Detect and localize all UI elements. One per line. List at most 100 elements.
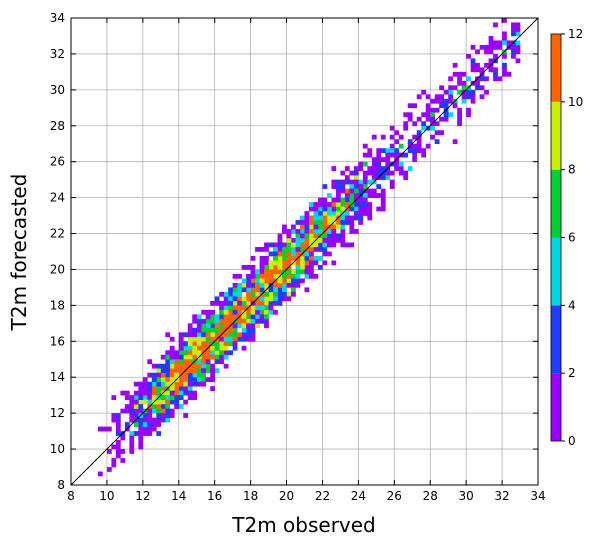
y-axis-ticks: 8 10 12 14 16 18 20 22 24 26 28 30 32 34 xyxy=(50,11,538,492)
density-cell xyxy=(156,408,162,414)
density-cell xyxy=(466,89,471,95)
density-cell xyxy=(205,350,211,356)
density-cell xyxy=(129,417,135,423)
density-cell xyxy=(129,435,135,441)
density-cell xyxy=(151,386,157,392)
colorbar-segment xyxy=(551,34,561,102)
density-cell xyxy=(241,332,247,338)
density-cell xyxy=(385,157,391,162)
density-cell xyxy=(115,413,121,418)
density-cell xyxy=(322,260,328,266)
density-cell xyxy=(196,381,202,387)
density-cell xyxy=(300,215,305,221)
density-cell xyxy=(331,197,337,203)
density-cell xyxy=(376,206,382,212)
density-cell xyxy=(111,417,117,423)
density-cell xyxy=(308,206,314,212)
density-cell xyxy=(317,247,323,252)
density-cell xyxy=(295,238,301,243)
density-cell xyxy=(286,251,292,257)
density-cell xyxy=(430,125,436,131)
density-cell xyxy=(151,395,157,400)
density-cell xyxy=(102,426,108,432)
density-cell xyxy=(412,103,418,109)
density-cell xyxy=(273,242,278,248)
density-cell xyxy=(434,121,440,127)
density-cell xyxy=(174,390,180,396)
density-cell xyxy=(353,206,359,212)
density-cell xyxy=(326,233,332,239)
density-cell xyxy=(147,372,153,378)
density-cell xyxy=(129,404,135,409)
density-cell xyxy=(259,278,265,284)
density-cell xyxy=(133,381,139,387)
density-cell xyxy=(129,399,135,405)
density-cell xyxy=(142,422,148,427)
density-cell xyxy=(389,134,395,140)
density-cell xyxy=(223,296,229,302)
density-cell xyxy=(362,211,368,216)
density-cell xyxy=(484,62,489,68)
density-cell xyxy=(335,224,341,230)
density-cell xyxy=(129,440,135,445)
density-cell xyxy=(452,71,458,77)
density-cell xyxy=(273,282,278,288)
density-cell xyxy=(124,422,130,427)
density-cell xyxy=(367,202,373,207)
density-cell xyxy=(317,255,323,261)
density-cell xyxy=(291,273,296,279)
density-cell xyxy=(511,49,516,55)
density-cell xyxy=(502,62,507,68)
density-cell xyxy=(282,229,287,234)
density-cell xyxy=(178,395,184,400)
density-cell xyxy=(232,332,238,338)
density-cell xyxy=(322,202,328,207)
density-cell xyxy=(331,233,337,239)
density-cell xyxy=(353,229,359,234)
density-cell xyxy=(156,417,162,423)
density-cell xyxy=(264,314,269,320)
density-cell xyxy=(286,233,292,239)
density-cell xyxy=(273,264,278,270)
density-cell xyxy=(308,238,314,243)
density-cell xyxy=(304,233,310,239)
colorbar-tick-label: 0 xyxy=(568,434,576,448)
density-cell xyxy=(425,94,431,100)
density-cell xyxy=(237,318,242,324)
density-cell xyxy=(295,251,301,257)
density-cell xyxy=(223,354,229,360)
density-cell xyxy=(192,327,198,333)
density-cell xyxy=(380,134,386,140)
density-cell xyxy=(349,206,355,212)
density-cell xyxy=(416,139,422,145)
density-cell xyxy=(358,179,364,185)
density-cell xyxy=(385,148,391,154)
density-cell xyxy=(192,390,198,396)
density-cell xyxy=(353,166,359,171)
density-cell xyxy=(97,426,103,432)
density-cell xyxy=(156,377,162,383)
density-cell xyxy=(255,309,260,315)
density-cell xyxy=(169,395,175,400)
density-cell xyxy=(169,363,175,369)
density-cell xyxy=(106,449,112,454)
density-cell xyxy=(205,363,211,369)
density-cell xyxy=(304,215,310,221)
density-cell xyxy=(493,76,498,82)
density-cell xyxy=(196,341,202,347)
density-cell xyxy=(282,296,287,302)
density-cell xyxy=(255,318,260,324)
density-cell xyxy=(300,233,305,239)
density-cell xyxy=(165,359,171,365)
density-cell xyxy=(210,386,215,392)
density-cell xyxy=(331,260,337,266)
density-cell xyxy=(259,296,265,302)
density-cell xyxy=(380,148,386,154)
density-cell xyxy=(416,94,422,100)
density-cell xyxy=(232,345,238,351)
density-cell xyxy=(515,49,521,55)
density-cell xyxy=(246,309,251,315)
density-cell xyxy=(138,408,144,414)
density-cell xyxy=(282,282,287,288)
density-cell xyxy=(349,229,355,234)
